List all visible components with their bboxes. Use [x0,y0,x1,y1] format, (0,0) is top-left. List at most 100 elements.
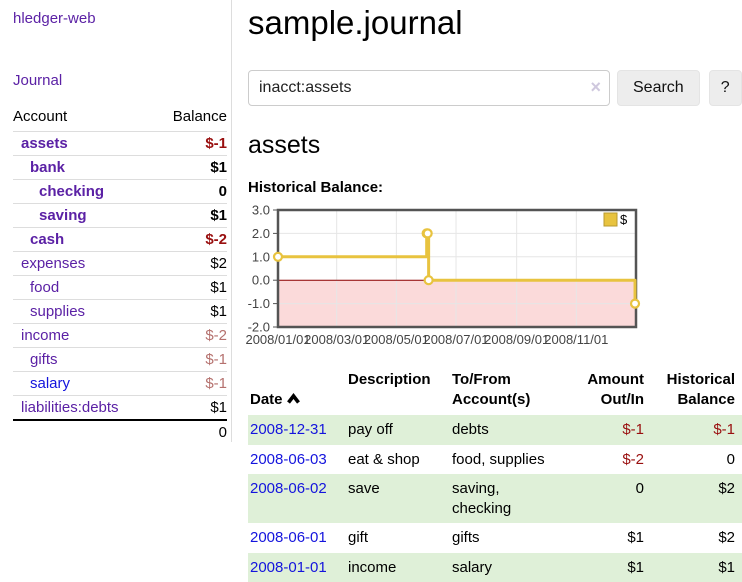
register-table: Date Description To/From Account(s) Amou… [248,368,742,582]
svg-text:2.0: 2.0 [252,226,270,241]
sidebar-accounts-table: Account Balance assets $-1 bank $1 check… [13,108,227,444]
column-header-amount: Amount Out/In [587,371,644,408]
sidebar: hledger-web Journal Account Balance asse… [0,0,232,444]
transaction-accounts: saving, checking [452,480,512,517]
sidebar-account-link-expenses[interactable]: expenses [21,255,86,272]
transaction-balance: $1 [718,558,735,576]
clear-search-icon[interactable]: × [590,77,601,97]
svg-text:1.0: 1.0 [252,249,270,264]
sidebar-account-link-supplies[interactable]: supplies [30,303,86,320]
transaction-balance: $-1 [713,421,735,438]
account-heading: assets [248,131,321,159]
sidebar-account-row: cash $-2 [13,227,227,252]
legend-swatch [603,212,618,227]
sidebar-account-row: saving $1 [13,203,227,228]
column-header-description: Description [348,371,431,388]
svg-text:2008/01/01: 2008/01/01 [245,332,310,347]
sidebar-account-link-liabilities-debts[interactable]: liabilities:debts [21,399,119,416]
sidebar-account-link-cash[interactable]: cash [30,231,65,248]
svg-text:-1.0: -1.0 [248,296,270,311]
sidebar-account-link-gifts[interactable]: gifts [30,351,58,368]
sidebar-account-row: supplies $1 [13,299,227,324]
account-balance: $-2 [154,323,227,348]
svg-text:2008/03/01: 2008/03/01 [304,332,369,347]
sidebar-account-link-food[interactable]: food [30,279,60,296]
transaction-date-link[interactable]: 2008-01-01 [250,558,327,576]
register-header-row: Date Description To/From Account(s) Amou… [248,368,742,415]
sidebar-account-row: bank $1 [13,155,227,180]
register-row: 2008-06-03 eat & shop food, supplies $-2… [248,445,742,475]
sort-ascending-icon [286,392,300,404]
transaction-amount: $-1 [622,421,644,438]
brand-link[interactable]: hledger-web [13,10,96,27]
account-balance: $-1 [154,371,227,396]
sidebar-total-balance: 0 [154,419,227,444]
transaction-amount: $1 [627,529,644,546]
svg-text:3.0: 3.0 [252,203,270,218]
sidebar-account-row: checking 0 [13,179,227,204]
transaction-date-link[interactable]: 2008-12-31 [250,421,327,438]
sidebar-account-link-saving[interactable]: saving [39,207,87,224]
sidebar-account-row: expenses $2 [13,251,227,276]
account-balance: 0 [154,179,227,204]
transaction-balance: 0 [726,450,735,468]
search-button[interactable]: Search [617,70,700,106]
search-input[interactable] [248,70,610,106]
sidebar-account-link-income[interactable]: income [21,327,70,344]
account-balance: $1 [154,299,227,324]
transaction-description: save [348,480,380,497]
svg-text:2008/09/01: 2008/09/01 [484,332,549,347]
sidebar-account-row: gifts $-1 [13,347,227,372]
svg-text:2008/07/01: 2008/07/01 [423,332,488,347]
sidebar-account-row: salary $-1 [13,371,227,396]
main-content: sample.journal × Search ? assets Histori… [245,0,742,582]
transaction-description: pay off [348,421,393,438]
svg-text:2008/11/01: 2008/11/01 [544,332,608,347]
transaction-balance: $2 [718,529,735,546]
column-header-date: Date [248,368,346,415]
transaction-description: gift [348,529,369,546]
register-row: 2008-06-02 save saving, checking 0 $2 [248,474,742,523]
transaction-date-link[interactable]: 2008-06-03 [250,450,327,468]
transaction-accounts: salary [452,558,493,576]
column-header-accounts: To/From Account(s) [452,371,531,408]
transaction-amount: $1 [627,558,644,576]
legend-label: $ [620,212,628,227]
sidebar-account-link-checking[interactable]: checking [39,183,105,200]
search-form: × Search ? [248,70,742,106]
sidebar-account-row: liabilities:debts $1 [13,395,227,420]
transaction-description: eat & shop [348,450,420,468]
sidebar-account-row: food $1 [13,275,227,300]
account-balance: $1 [154,155,227,180]
register-row: 2008-06-01 gift gifts $1 $2 [248,523,742,553]
sidebar-item-journal[interactable]: Journal [13,72,63,89]
transaction-accounts: gifts [452,529,480,546]
transaction-accounts: food, supplies [452,450,545,468]
transaction-description: income [348,558,397,576]
sidebar-account-link-bank[interactable]: bank [30,159,66,176]
help-button[interactable]: ? [708,70,742,106]
svg-text:2008/05/01: 2008/05/01 [364,332,429,347]
sidebar-account-row: income $-2 [13,323,227,348]
account-balance: $1 [154,395,227,420]
accounts-header-balance: Balance [172,108,227,125]
accounts-header-account: Account [13,108,68,125]
transaction-balance: $2 [718,480,735,497]
historical-balance-chart: 3.0 2.0 1.0 0.0 -1.0 -2.02008/01/012008/03/01… [245,203,641,347]
account-balance: $-2 [154,227,227,252]
account-balance: $-1 [154,347,227,372]
transaction-date-link[interactable]: 2008-06-01 [250,529,327,546]
sidebar-account-link-salary[interactable]: salary [30,375,71,392]
transaction-amount: $-2 [622,450,644,468]
chart-title: Historical Balance: [248,179,384,196]
account-balance: $1 [154,275,227,300]
sidebar-account-row: assets $-1 [13,131,227,156]
transaction-amount: 0 [635,480,644,497]
account-balance: $-1 [154,131,227,156]
transaction-accounts: debts [452,421,489,438]
column-header-balance: Historical Balance [666,371,735,408]
sidebar-account-link-assets[interactable]: assets [21,135,68,152]
transaction-date-link[interactable]: 2008-06-02 [250,480,327,497]
svg-text:-2.0: -2.0 [248,320,270,335]
page-title: sample.journal [248,4,463,41]
